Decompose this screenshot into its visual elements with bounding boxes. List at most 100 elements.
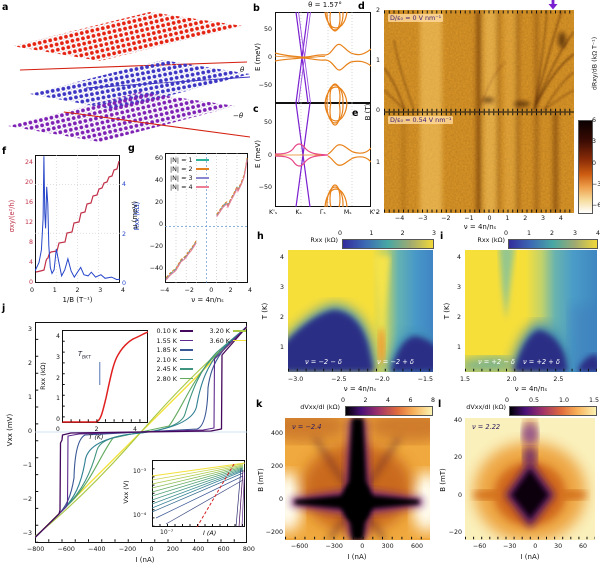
legend-label: |N| = 2 bbox=[170, 165, 193, 173]
nu-annotation-l: ν = 2.22 bbox=[472, 423, 501, 431]
panel-c-ylabel: E (meV) bbox=[254, 139, 262, 169]
tick-label: −6 bbox=[592, 202, 600, 209]
tick-label: 1 bbox=[369, 230, 374, 237]
rt-inset-ylabel: Rxx (kΩ) bbox=[39, 362, 47, 390]
tick-label: 3 bbox=[27, 326, 32, 333]
tick-label: 2 bbox=[122, 230, 127, 238]
tick-label: 2 bbox=[549, 230, 554, 237]
fan-colorbar-ticks: 6 3 0 −3 −6 bbox=[592, 117, 600, 209]
tick-label: 0 bbox=[56, 416, 60, 423]
panel-h-colorbar-ticks: 0 1 2 3 bbox=[338, 230, 436, 237]
tbkt-annotation: TBKT bbox=[78, 350, 91, 360]
tick-label: −2.5 bbox=[331, 376, 347, 383]
vi-inset-xtick: 10⁻⁷ bbox=[160, 529, 174, 536]
fan-colorbar-label: dRxy/dB (kΩ T⁻¹) bbox=[591, 36, 599, 91]
panel-h-ylabel: T (K) bbox=[261, 302, 269, 320]
tick-label: −50 bbox=[258, 184, 272, 191]
rt-inset-xlabel: T (K) bbox=[88, 433, 104, 441]
tick-label: −3 bbox=[592, 180, 600, 188]
legend-swatch bbox=[233, 330, 246, 332]
tick-label: 0 bbox=[375, 107, 380, 114]
panel-g-ylabel: μ (meV) bbox=[131, 200, 139, 230]
tick-label: 0 bbox=[158, 221, 163, 228]
panel-e-xlabel: ν = 4n/nₛ bbox=[463, 223, 497, 231]
legend-label: 3.20 K bbox=[209, 327, 230, 335]
panel-g-xticks: −4 −2 0 2 4 bbox=[160, 287, 252, 294]
tick-label: −200 bbox=[265, 529, 283, 536]
tick-label: 50 bbox=[263, 26, 272, 33]
panel-label-k: k bbox=[256, 399, 263, 410]
panel-label-j: j bbox=[2, 303, 6, 314]
tick-label: 4 bbox=[133, 426, 137, 433]
panel-label-i: i bbox=[440, 231, 444, 242]
tick-label: −3.0 bbox=[288, 376, 304, 383]
arrow-icon bbox=[548, 0, 558, 10]
tick-label: 0 bbox=[149, 546, 154, 553]
legend-label: 1.85 K bbox=[156, 346, 177, 354]
tick-label: 0 bbox=[278, 496, 283, 503]
rt-inset-frame bbox=[62, 330, 148, 423]
vi-inset-ytick-bottom: 10⁻⁴ bbox=[133, 512, 147, 519]
tick-label: −30 bbox=[503, 543, 517, 550]
tick-label: −600 bbox=[57, 546, 75, 553]
tick-label: 0 bbox=[360, 543, 365, 550]
panel-i-colorbar bbox=[508, 239, 598, 249]
tick-label: 8 bbox=[28, 239, 33, 246]
band-structure-b bbox=[275, 12, 371, 103]
panel-label-h: h bbox=[257, 231, 264, 242]
panel-c-yticks: 50 0 −50 bbox=[259, 119, 272, 191]
legend-item-N3: |N| = 3 bbox=[170, 174, 209, 182]
legend-item-N4: |N| = 4 bbox=[170, 183, 209, 191]
tbkt-sub: BKT bbox=[82, 355, 91, 361]
region-label-i-right: ν = +2 + δ bbox=[523, 358, 560, 366]
panel-k-colorbar bbox=[345, 406, 433, 416]
tick-label: K'ₛ bbox=[269, 209, 278, 216]
vi-inset-plot bbox=[152, 460, 245, 527]
panel-h-xticks: −3.0 −2.5 −2.0 −1.5 bbox=[288, 376, 433, 383]
tick-label: 0 bbox=[592, 159, 597, 167]
vi-inset-ylabel: Vxx (V) bbox=[122, 480, 130, 504]
legend-swatch bbox=[180, 349, 193, 351]
panel-i-colorbar-label: Rxx (kΩ) bbox=[477, 236, 505, 244]
legend-swatch bbox=[180, 330, 193, 332]
tick-label: 2 bbox=[375, 7, 380, 14]
tick-label: 0 bbox=[505, 397, 510, 404]
tick-label: 60 bbox=[154, 155, 163, 162]
tick-label: Kₛ bbox=[295, 209, 302, 216]
panel-h-xlabel: ν = 4n/nₛ bbox=[343, 385, 377, 393]
displacement-field-label-d: D/ε₀ = 0 V nm⁻¹ bbox=[388, 14, 444, 22]
panel-label-e: e bbox=[352, 108, 359, 119]
legend-label: 0.10 K bbox=[156, 327, 177, 335]
tick-label: 2 bbox=[523, 215, 528, 222]
tick-label: 200 bbox=[166, 546, 179, 553]
diff-resistance-map-k bbox=[285, 418, 430, 540]
tick-label: −50 bbox=[258, 82, 272, 89]
tick-label: 30 bbox=[554, 543, 563, 550]
tick-label: 4 bbox=[120, 287, 125, 294]
tick-label: 4 bbox=[456, 254, 461, 261]
panel-f-xticks: 0 1 2 3 4 bbox=[30, 287, 125, 294]
legend-swatch bbox=[180, 377, 193, 380]
panel-k-xticks: −600 −300 0 300 600 bbox=[291, 543, 423, 550]
tick-label: 50 bbox=[263, 119, 272, 126]
tick-label: 2 bbox=[75, 287, 80, 294]
tick-label: 2 bbox=[375, 209, 380, 216]
region-label-h-left: ν = −2 − δ bbox=[305, 358, 342, 366]
tick-label: 3 bbox=[456, 284, 461, 291]
tick-label: 3 bbox=[98, 287, 103, 294]
panel-label-f: f bbox=[2, 146, 7, 157]
tick-label: 200 bbox=[270, 463, 283, 470]
tick-label: 8 bbox=[430, 397, 435, 404]
landau-fan-map bbox=[384, 10, 574, 213]
tick-label: Γₛ bbox=[319, 209, 326, 216]
tick-label: Mₛ bbox=[343, 209, 352, 216]
tick-label: −400 bbox=[88, 546, 106, 553]
legend-label: |N| = 1 bbox=[170, 156, 193, 164]
tbkt-main: T bbox=[78, 350, 83, 358]
tick-label: 4 bbox=[56, 333, 60, 340]
tick-label: 1 bbox=[375, 57, 380, 64]
tick-label: 1.0 bbox=[558, 397, 569, 404]
diff-resistance-map-l bbox=[465, 418, 595, 540]
tick-label: 40 bbox=[453, 417, 462, 424]
legend-label: |N| = 3 bbox=[170, 174, 193, 182]
